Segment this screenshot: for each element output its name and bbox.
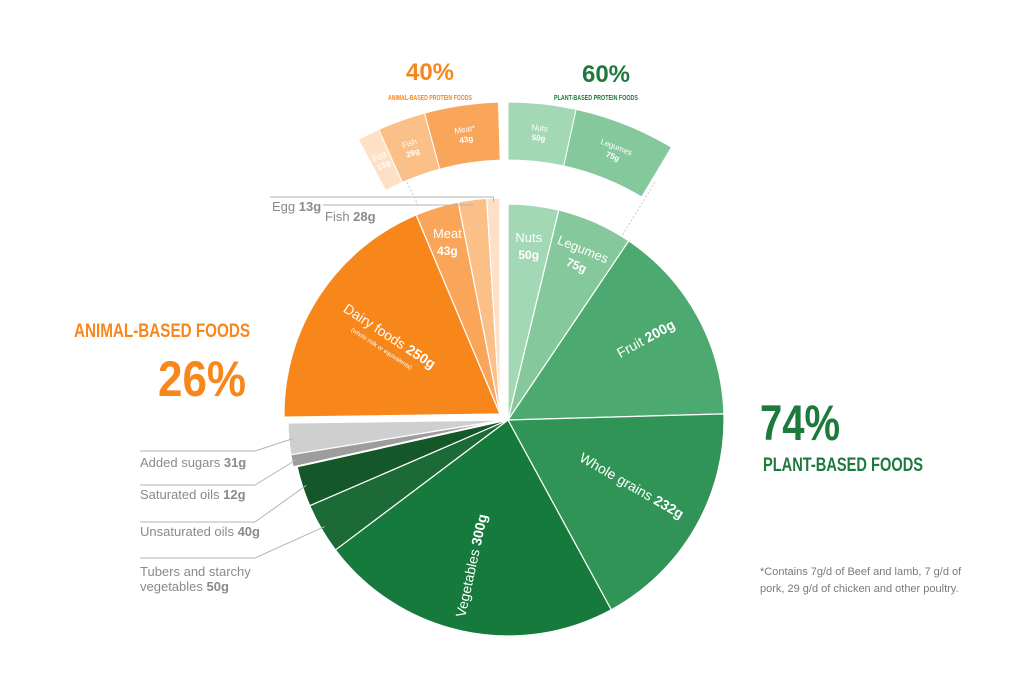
leader-line-sat-oils <box>140 459 297 486</box>
animal-group-title: ANIMAL-BASED FOODS <box>74 321 250 342</box>
footnote-line-2: pork, 29 g/d of chicken and other poultr… <box>760 583 959 595</box>
outside-label-egg: Egg 13g <box>272 199 321 214</box>
plant-protein-percent: 60% <box>582 61 630 88</box>
animal-protein-title: ANIMAL-BASED PROTEIN FOODS <box>388 95 472 102</box>
protein-arc-value: 50g <box>531 133 546 143</box>
slice-whole-grains <box>507 413 725 611</box>
protein-arc-label: Meat* <box>454 124 476 136</box>
outside-label-sat-oils: Saturated oils 12g <box>140 487 246 502</box>
leader-line-unsat-oils <box>140 484 307 523</box>
protein-arc-value: 43g <box>459 134 474 145</box>
slice-vegetables <box>334 419 613 637</box>
outside-label-fish: Fish 28g <box>325 209 376 224</box>
leader-lines <box>140 196 494 559</box>
protein-arc-label: Nuts <box>531 123 548 134</box>
animal-group-percent: 26% <box>158 351 246 407</box>
slice-value-vegetables: 300g <box>468 512 490 547</box>
outside-label-sugars: Added sugars 31g <box>140 455 246 470</box>
outside-label-name-unsat-oils: Unsaturated oils <box>140 524 238 539</box>
outside-label-value-tubers: 50g <box>207 579 229 594</box>
leader-line-tubers <box>140 526 325 559</box>
slice-dairy <box>283 214 501 418</box>
slice-label-nuts: Nuts <box>515 230 542 245</box>
slice-label-meat: Meat <box>433 226 462 241</box>
outside-label-name-egg: Egg <box>272 199 299 214</box>
animal-protein-percent: 40% <box>406 59 454 86</box>
outside-label-name2-tubers: vegetables <box>140 579 207 594</box>
protein-connector-left <box>399 167 419 206</box>
footnote-line-1: *Contains 7g/d of Beef and lamb, 7 g/d o… <box>760 566 962 578</box>
outside-label-value-egg: 13g <box>299 199 321 214</box>
footnote: *Contains 7g/d of Beef and lamb, 7 g/d o… <box>760 566 964 595</box>
plant-group-title: PLANT-BASED FOODS <box>763 455 923 476</box>
leader-line-sugars <box>140 438 293 452</box>
protein-arc-animal-meat <box>423 101 501 170</box>
slice-unsat-oils <box>296 419 509 507</box>
outside-label-value-sat-oils: 12g <box>223 487 245 502</box>
outside-label-name-fish: Fish <box>325 209 353 224</box>
protein-connector-right <box>621 181 656 237</box>
slice-sugars <box>287 419 505 456</box>
plant-protein-title: PLANT-BASED PROTEIN FOODS <box>554 95 638 102</box>
slice-value-meat: 43g <box>437 244 458 258</box>
protein-arc-plant-legumes <box>563 108 673 198</box>
leader-line-egg <box>270 196 494 203</box>
outside-label-value-unsat-oils: 40g <box>238 524 260 539</box>
outside-label-name-sugars: Added sugars <box>140 455 224 470</box>
outside-label-value-sugars: 31g <box>224 455 246 470</box>
outside-label-value-fish: 28g <box>353 209 375 224</box>
slice-value-nuts: 50g <box>518 248 539 262</box>
leader-line-fish <box>323 203 474 206</box>
pie-slices <box>283 197 725 637</box>
protein-arc-label-group: Meat*43g <box>454 124 476 145</box>
plant-group-percent: 74% <box>760 395 840 451</box>
outside-label-tubers: Tubers and starchy vegetables 50g <box>140 564 251 594</box>
outside-label-unsat-oils: Unsaturated oils 40g <box>140 524 260 539</box>
outside-label-name-tubers: Tubers and starchy <box>140 564 251 579</box>
protein-arc-value: 28g <box>405 146 421 159</box>
outside-label-name-sat-oils: Saturated oils <box>140 487 223 502</box>
slice-fruit <box>506 240 725 421</box>
